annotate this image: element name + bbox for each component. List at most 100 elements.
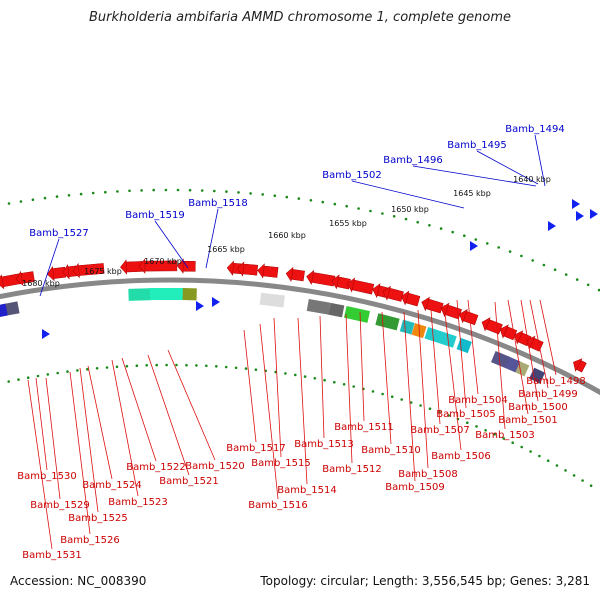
outer-tick-track-dot — [439, 227, 443, 230]
outer-tick-track-dot — [542, 263, 546, 267]
inner-tick-track-dot — [572, 474, 576, 477]
map-title: Burkholderia ambifaria AMMD chromosome 1… — [88, 10, 512, 25]
reverse-leader-line — [243, 329, 257, 443]
reverse-leader-line — [443, 304, 462, 451]
forward-gene-arrow — [590, 209, 598, 219]
reverse-gene-label: Bamb_1522 — [126, 462, 186, 473]
inner-tick-track-dot — [185, 363, 188, 367]
reverse-leader-line — [259, 323, 279, 500]
gene-block — [328, 302, 345, 318]
outer-tick-track-dot — [553, 268, 557, 272]
reverse-gene-arrow — [481, 317, 503, 335]
outer-tick-track-dot — [31, 198, 35, 201]
inner-tick-track-dot — [125, 364, 129, 368]
reverse-leader-line — [381, 311, 392, 445]
inner-tick-track-dot — [46, 373, 50, 376]
reverse-gene-arrow — [306, 269, 336, 287]
reverse-gene-arrow — [15, 270, 35, 286]
reverse-leader-line — [79, 367, 99, 513]
inner-tick-track-dot — [409, 401, 413, 404]
forward-gene-label: Bamb_1502 — [322, 170, 382, 181]
reverse-gene-label: Bamb_1510 — [361, 445, 421, 456]
inner-tick-track-dot — [244, 367, 248, 370]
gene-block — [504, 356, 521, 373]
inner-tick-track-dot — [284, 372, 287, 375]
reverse-gene-arrow — [526, 335, 544, 352]
reverse-gene-label: Bamb_1498 — [526, 376, 586, 387]
outer-tick-track-dot — [116, 190, 119, 193]
reverse-leader-line — [273, 317, 282, 458]
outer-tick-track-dot — [520, 254, 523, 258]
forward-leader-line — [412, 165, 537, 187]
reverse-gene-label: Bamb_1507 — [410, 425, 470, 436]
reverse-gene-arrow — [257, 263, 279, 279]
inner-tick-track-dot — [381, 392, 384, 396]
outer-tick-track-dot — [128, 189, 131, 193]
outer-tick-track-dot — [55, 195, 59, 198]
reverse-leader-line — [494, 301, 506, 430]
forward-leader-line — [534, 134, 546, 187]
forward-gene-label: Bamb_1494 — [505, 124, 565, 135]
inner-tick-track-dot — [400, 398, 404, 401]
reverse-gene-label: Bamb_1509 — [385, 482, 445, 493]
inner-tick-track-dot — [86, 368, 89, 371]
reverse-gene-arrow — [226, 260, 242, 276]
forward-leader-line — [351, 180, 465, 209]
inner-tick-track-dot — [254, 368, 258, 372]
inner-tick-track-dot — [371, 390, 375, 393]
inner-tick-track-dot — [390, 395, 394, 399]
inner-tick-track-dot — [76, 369, 79, 372]
inner-tick-track-dot — [484, 429, 487, 432]
forward-gene-arrow — [196, 301, 204, 311]
reverse-gene-label: Bamb_1506 — [431, 451, 491, 462]
inner-tick-track-dot — [502, 437, 506, 440]
reverse-gene-label: Bamb_1501 — [498, 415, 558, 426]
inner-tick-track-dot — [538, 454, 541, 458]
outer-tick-track-dot — [91, 191, 95, 195]
topology-summary: Topology: circular; Length: 3,556,545 bp… — [260, 574, 590, 588]
gene-block — [424, 327, 457, 348]
reverse-gene-label: Bamb_1505 — [436, 409, 496, 420]
reverse-leader-line — [111, 359, 139, 497]
reverse-gene-label: Bamb_1508 — [398, 469, 458, 480]
reverse-gene-label: Bamb_1526 — [60, 535, 120, 546]
outer-tick-track-dot — [586, 283, 590, 287]
reverse-leader-line — [520, 299, 539, 402]
outer-tick-track-dot — [104, 190, 107, 194]
reverse-leader-line — [539, 299, 557, 376]
reverse-gene-label: Bamb_1511 — [334, 422, 394, 433]
reverse-leader-line — [456, 299, 467, 409]
inner-tick-track-dot — [546, 459, 550, 463]
reverse-gene-label: Bamb_1521 — [159, 476, 219, 487]
gene-block — [375, 313, 400, 331]
reverse-gene-label: Bamb_1504 — [448, 395, 508, 406]
reverse-leader-line — [297, 317, 308, 485]
inner-tick-track-dot — [303, 375, 307, 378]
outer-tick-track-dot — [164, 188, 168, 192]
reverse-gene-label: Bamb_1503 — [475, 430, 535, 441]
outer-tick-track-dot — [273, 194, 277, 197]
inner-tick-track-dot — [274, 370, 277, 374]
reverse-leader-line — [121, 357, 157, 462]
inner-tick-track-dot — [323, 378, 326, 382]
reverse-gene-label: Bamb_1513 — [294, 439, 354, 450]
reverse-gene-arrow — [573, 358, 587, 373]
reverse-leader-line — [529, 299, 549, 389]
forward-gene-label: Bamb_1527 — [29, 228, 89, 239]
outer-tick-track-dot — [213, 189, 216, 193]
reverse-gene-label: Bamb_1530 — [17, 471, 77, 482]
reverse-leader-line — [359, 311, 365, 422]
outer-tick-track-dot — [404, 217, 408, 221]
gene-block — [149, 287, 187, 301]
outer-tick-track-dot — [43, 196, 47, 200]
inner-tick-track-dot — [95, 367, 99, 370]
inner-tick-track-dot — [66, 370, 69, 373]
inner-tick-track-dot — [555, 464, 559, 467]
forward-gene-label: Bamb_1519 — [125, 210, 185, 221]
inner-tick-track-dot — [333, 380, 336, 384]
outer-tick-track-dot — [564, 273, 568, 276]
forward-gene-arrow — [42, 329, 50, 339]
inner-tick-track-dot — [26, 376, 30, 380]
reverse-leader-line — [69, 371, 91, 535]
scale-label: 1645 kbp — [453, 189, 491, 198]
